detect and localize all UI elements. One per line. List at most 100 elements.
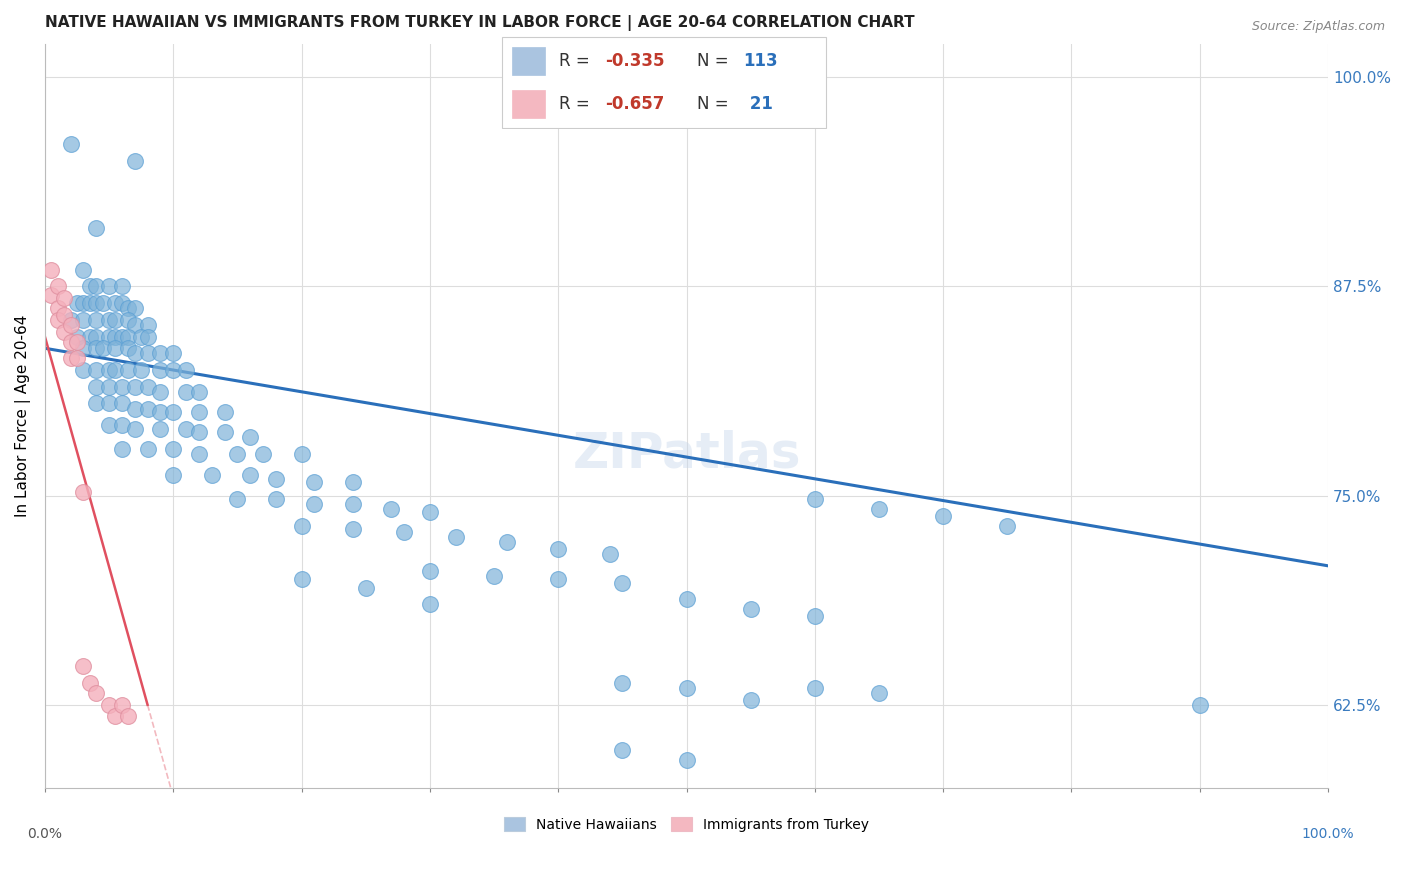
Point <box>117 363 139 377</box>
Point <box>91 341 114 355</box>
Point <box>740 602 762 616</box>
Point <box>59 318 82 332</box>
Point <box>174 384 197 399</box>
Point <box>46 313 69 327</box>
Point <box>932 508 955 523</box>
Point <box>187 405 209 419</box>
Text: R =: R = <box>558 95 589 113</box>
Point <box>868 502 890 516</box>
Point <box>214 425 236 439</box>
Point <box>111 329 134 343</box>
Text: -0.335: -0.335 <box>605 52 665 70</box>
Point <box>162 346 184 360</box>
Point <box>98 363 121 377</box>
Point <box>79 279 101 293</box>
Text: NATIVE HAWAIIAN VS IMMIGRANTS FROM TURKEY IN LABOR FORCE | AGE 20-64 CORRELATION: NATIVE HAWAIIAN VS IMMIGRANTS FROM TURKE… <box>45 15 914 31</box>
Point <box>264 491 287 506</box>
Text: 21: 21 <box>744 95 772 113</box>
Point <box>174 363 197 377</box>
Point <box>740 692 762 706</box>
Point <box>79 329 101 343</box>
Point <box>72 485 94 500</box>
Point <box>84 329 107 343</box>
Point <box>104 296 127 310</box>
Point <box>104 341 127 355</box>
Text: 100.0%: 100.0% <box>1302 827 1354 841</box>
Text: ZIPatlas: ZIPatlas <box>572 429 801 477</box>
Point <box>117 709 139 723</box>
Point <box>72 341 94 355</box>
Text: Source: ZipAtlas.com: Source: ZipAtlas.com <box>1251 20 1385 33</box>
Point <box>84 296 107 310</box>
Point <box>149 384 172 399</box>
Point <box>39 262 62 277</box>
Point <box>136 346 159 360</box>
Point <box>187 447 209 461</box>
Point <box>226 447 249 461</box>
Point <box>66 329 89 343</box>
Text: R =: R = <box>558 52 589 70</box>
Point <box>547 572 569 586</box>
Point <box>72 363 94 377</box>
Point <box>304 497 326 511</box>
Point <box>290 572 312 586</box>
Point <box>53 325 76 339</box>
Point <box>162 363 184 377</box>
Point <box>342 522 364 536</box>
Point <box>111 296 134 310</box>
Point <box>187 384 209 399</box>
Point <box>98 418 121 433</box>
Point <box>304 475 326 490</box>
Point <box>804 609 827 624</box>
Point <box>117 301 139 315</box>
Point <box>46 301 69 315</box>
Point <box>149 421 172 435</box>
Point <box>66 351 89 366</box>
Point <box>72 659 94 673</box>
Point <box>53 308 76 322</box>
Point <box>214 405 236 419</box>
Point <box>59 351 82 366</box>
Legend: Native Hawaiians, Immigrants from Turkey: Native Hawaiians, Immigrants from Turkey <box>499 812 875 838</box>
Point <box>187 425 209 439</box>
Point <box>53 291 76 305</box>
Point <box>111 396 134 410</box>
Text: 113: 113 <box>744 52 779 70</box>
Point <box>444 530 467 544</box>
Point <box>174 421 197 435</box>
Point <box>612 575 634 590</box>
Point <box>675 592 697 607</box>
Point <box>124 380 146 394</box>
Point <box>84 313 107 327</box>
Point <box>547 542 569 557</box>
Point <box>342 497 364 511</box>
Point <box>84 380 107 394</box>
Point <box>136 318 159 332</box>
Point <box>104 313 127 327</box>
Point <box>111 698 134 712</box>
Point <box>201 468 224 483</box>
Text: N =: N = <box>697 95 728 113</box>
Point <box>239 468 262 483</box>
Y-axis label: In Labor Force | Age 20-64: In Labor Force | Age 20-64 <box>15 315 31 517</box>
Point <box>59 313 82 327</box>
Point <box>84 279 107 293</box>
Point <box>124 153 146 168</box>
FancyBboxPatch shape <box>512 47 546 75</box>
Point <box>149 363 172 377</box>
Point <box>149 346 172 360</box>
Point <box>84 396 107 410</box>
Point <box>995 518 1018 533</box>
Point <box>495 535 517 549</box>
Point <box>98 279 121 293</box>
Point <box>136 442 159 456</box>
Point <box>149 405 172 419</box>
Point <box>675 753 697 767</box>
Point <box>66 296 89 310</box>
Point <box>612 743 634 757</box>
Point <box>354 581 377 595</box>
Point <box>252 447 274 461</box>
Point <box>290 447 312 461</box>
Point <box>136 401 159 416</box>
Point <box>124 318 146 332</box>
